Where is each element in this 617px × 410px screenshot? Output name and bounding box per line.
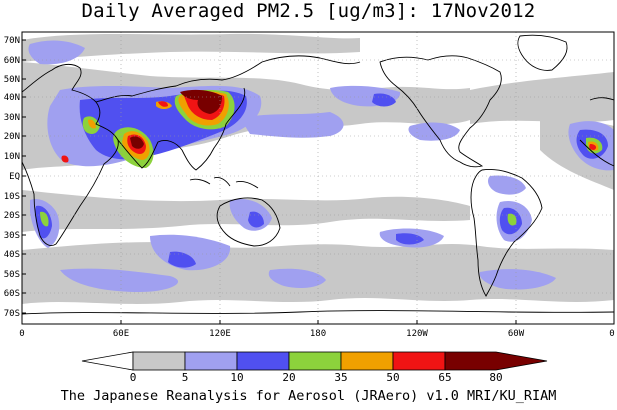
lat-label: 10N xyxy=(4,152,20,162)
colorbar-tick: 65 xyxy=(438,371,451,384)
pm25-field xyxy=(22,32,614,324)
lat-label: 20S xyxy=(4,211,20,221)
latitude-labels: 70N 60N 50N 40N 30N 20N 10N EQ 10S 20S 3… xyxy=(4,36,20,319)
colorbar-swatch xyxy=(184,351,238,371)
lat-label: 70S xyxy=(4,309,20,319)
lat-label: 30N xyxy=(4,113,20,123)
lon-label: 120W xyxy=(406,329,428,339)
colorbar-tick: 20 xyxy=(282,371,295,384)
graticule xyxy=(22,32,614,324)
colorbar-tick: 5 xyxy=(182,371,189,384)
pm25-level-over-80 xyxy=(130,89,222,149)
colorbar-swatch xyxy=(340,351,394,371)
colorbar-tick: 80 xyxy=(489,371,502,384)
colorbar-tick: 0 xyxy=(130,371,137,384)
colorbar-tick: 10 xyxy=(230,371,243,384)
axis-ticks xyxy=(22,39,517,324)
longitude-labels: 0 60E 120E 180 120W 60W 0 xyxy=(19,329,614,339)
colorbar-swatch xyxy=(444,351,548,371)
colorbar-swatch xyxy=(81,351,134,371)
colorbar-swatch xyxy=(392,351,446,371)
colorbar-labels: 0 5 10 20 35 50 65 80 xyxy=(130,371,503,384)
lat-label: 40S xyxy=(4,250,20,260)
footer-credit: The Japanese Reanalysis for Aerosol (JRA… xyxy=(60,388,557,404)
lon-label: 0 xyxy=(609,329,614,339)
colorbar-swatch xyxy=(236,351,290,371)
lat-label: 60N xyxy=(4,56,20,66)
lon-label: 60E xyxy=(113,329,129,339)
colorbar xyxy=(81,351,548,371)
lon-label: 60W xyxy=(508,329,525,339)
lon-label: 180 xyxy=(310,329,326,339)
lat-label: EQ xyxy=(9,172,20,182)
coastlines xyxy=(22,34,614,315)
lon-label: 120E xyxy=(209,329,231,339)
lat-label: 20N xyxy=(4,132,20,142)
colorbar-swatch xyxy=(288,351,342,371)
colorbar-tick: 50 xyxy=(386,371,399,384)
lon-label: 0 xyxy=(19,329,24,339)
lat-label: 70N xyxy=(4,36,20,46)
map-title: Daily Averaged PM2.5 [ug/m3]: 17Nov2012 xyxy=(81,0,536,22)
lat-label: 40N xyxy=(4,93,20,103)
colorbar-tick: 35 xyxy=(334,371,347,384)
lat-label: 50N xyxy=(4,75,20,85)
lat-label: 60S xyxy=(4,289,20,299)
colorbar-swatch xyxy=(132,351,186,371)
lat-label: 30S xyxy=(4,231,20,241)
lat-label: 10S xyxy=(4,192,20,202)
lat-label: 50S xyxy=(4,270,20,280)
